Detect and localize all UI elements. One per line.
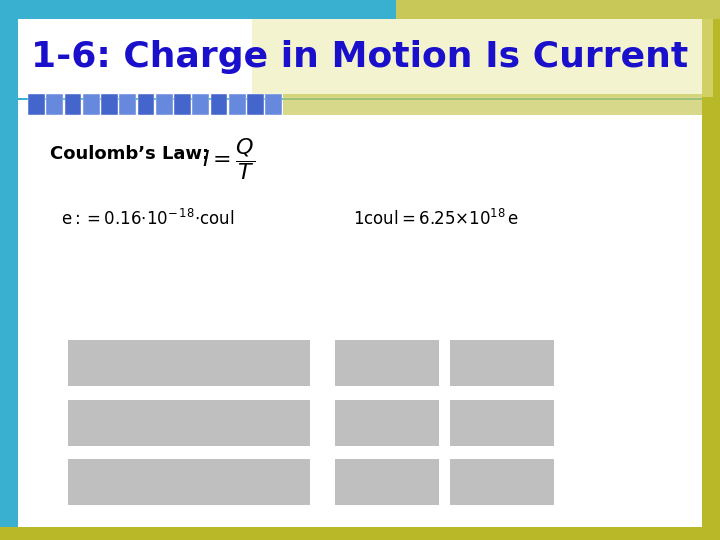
Bar [266,94,282,115]
Text: Coulomb’s Law:: Coulomb’s Law: [50,145,210,163]
Bar [18,19,702,97]
Bar [247,94,264,115]
Text: $I = \dfrac{Q}{T}$: $I = \dfrac{Q}{T}$ [202,136,255,183]
Bar [335,340,439,386]
Text: $\mathrm{1coul} = 6.25{\times}10^{18}\,\mathrm{e}$: $\mathrm{1coul} = 6.25{\times}10^{18}\,\… [353,208,519,229]
Bar [396,0,720,19]
Bar [174,94,191,115]
Bar [0,526,720,540]
Bar [335,400,439,446]
Bar [101,94,118,115]
Bar [156,94,173,115]
Bar [68,459,310,505]
Bar [211,94,228,115]
Bar [229,94,246,115]
Bar [83,94,99,115]
Bar [450,459,554,505]
Bar [192,94,210,115]
Bar [65,94,81,115]
Bar [252,19,713,97]
Bar [68,400,310,446]
Text: $\mathrm{e} := 0.16{\cdot}10^{-\,18}{\cdot}\mathrm{coul}$: $\mathrm{e} := 0.16{\cdot}10^{-\,18}{\cd… [61,208,235,229]
Bar [46,94,63,115]
Bar [0,0,396,19]
Bar [68,340,310,386]
Bar [120,94,136,115]
Bar [28,94,45,115]
Bar [450,400,554,446]
Bar [138,94,154,115]
Bar [0,0,18,540]
Bar [283,94,702,115]
Bar [450,340,554,386]
Text: 1-6: Charge in Motion Is Current: 1-6: Charge in Motion Is Current [32,40,688,73]
Bar [702,0,720,540]
Bar [335,459,439,505]
Bar [18,98,702,100]
